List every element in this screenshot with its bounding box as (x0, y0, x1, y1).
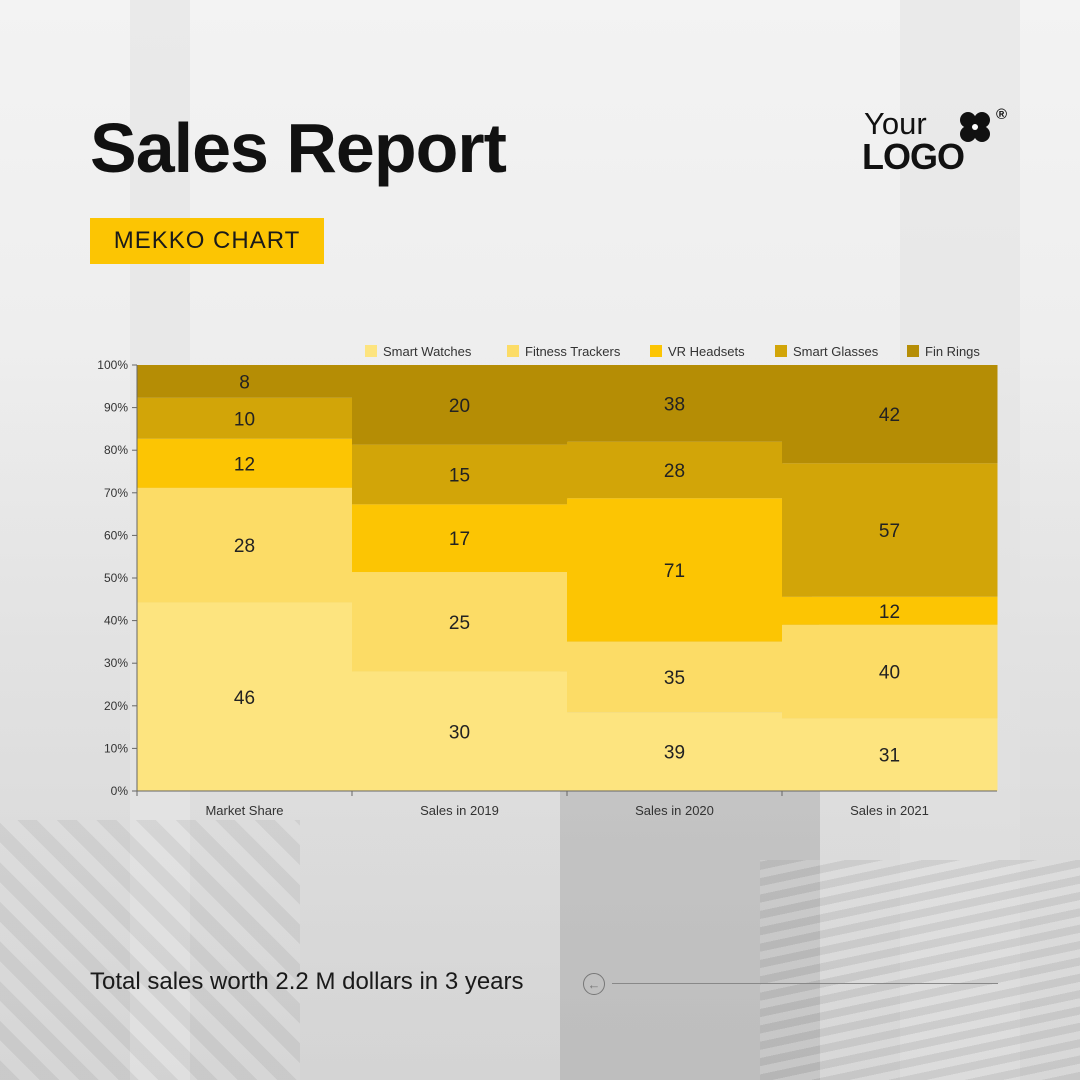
y-tick-label: 0% (111, 784, 129, 798)
segment-smart-watches-sales-in-2020 (567, 712, 783, 791)
y-tick-label: 70% (104, 486, 128, 500)
legend-swatch-smart-watches (365, 345, 377, 357)
data-label: 46 (234, 688, 255, 709)
segment-smart-watches-market-share (137, 602, 353, 791)
legend-label-smart-watches: Smart Watches (383, 344, 472, 359)
y-tick-label: 20% (104, 699, 128, 713)
clover-icon (960, 112, 990, 142)
data-label: 57 (879, 521, 900, 542)
footer-summary: Total sales worth 2.2 M dollars in 3 yea… (90, 968, 524, 995)
data-label: 12 (234, 454, 255, 475)
data-label: 28 (664, 461, 685, 482)
data-label: 30 (449, 722, 470, 743)
segment-fitness-trackers-sales-in-2019 (352, 572, 568, 672)
logo-line-1: Your (864, 106, 927, 141)
legend-label-smart-glasses: Smart Glasses (793, 344, 879, 359)
x-tick-label-sales-in-2020: Sales in 2020 (635, 803, 714, 818)
footer-divider (612, 983, 998, 984)
segment-smart-watches-sales-in-2021 (782, 718, 998, 791)
legend-swatch-smart-glasses (775, 345, 787, 357)
page-title: Sales Report (90, 109, 507, 187)
segment-fin-rings-market-share (137, 365, 353, 398)
segment-vr-headsets-sales-in-2021 (782, 596, 998, 625)
segment-smart-watches-sales-in-2019 (352, 671, 568, 791)
legend-swatch-fitness-trackers (507, 345, 519, 357)
segment-smart-glasses-sales-in-2020 (567, 441, 783, 499)
segment-fitness-trackers-sales-in-2020 (567, 641, 783, 713)
data-label: 38 (664, 394, 685, 415)
mekko-chart: 46 28 12 10 8 30 25 17 15 20 39 35 71 28 38 31 40 12 57 42 0… (97, 344, 998, 818)
segment-fin-rings-sales-in-2020 (567, 365, 783, 442)
data-label: 8 (239, 372, 250, 393)
legend-label-fitness-trackers: Fitness Trackers (525, 344, 621, 359)
data-label: 12 (879, 602, 900, 623)
data-label: 71 (664, 561, 685, 582)
segment-fitness-trackers-market-share (137, 487, 353, 603)
brand-logo: Your LOGO ® (862, 106, 1014, 177)
legend-swatch-fin-rings (907, 345, 919, 357)
segment-vr-headsets-sales-in-2020 (567, 498, 783, 642)
legend-label-fin-rings: Fin Rings (925, 344, 980, 359)
data-label: 28 (234, 536, 255, 557)
x-tick-label-market-share: Market Share (205, 803, 283, 818)
segment-fin-rings-sales-in-2019 (352, 365, 568, 445)
chart-type-badge: MEKKO CHART (90, 218, 324, 264)
data-label: 15 (449, 465, 470, 486)
registered-mark: ® (996, 106, 1008, 123)
data-label: 20 (449, 396, 470, 417)
x-tick-label-sales-in-2019: Sales in 2019 (420, 803, 499, 818)
y-tick-label: 90% (104, 401, 128, 415)
y-tick-label: 10% (104, 741, 128, 755)
data-label: 35 (664, 668, 685, 689)
y-tick-label: 100% (97, 358, 128, 372)
data-label: 10 (234, 409, 255, 430)
legend-swatch-vr-headsets (650, 345, 662, 357)
y-tick-label: 50% (104, 571, 128, 585)
data-label: 31 (879, 746, 900, 767)
segment-smart-glasses-sales-in-2021 (782, 463, 998, 597)
data-label: 42 (879, 405, 900, 426)
y-tick-label: 40% (104, 614, 128, 628)
segment-fin-rings-sales-in-2021 (782, 365, 998, 464)
data-label: 39 (664, 743, 685, 764)
y-tick-label: 60% (104, 528, 128, 542)
logo-line-2: LOGO (862, 136, 965, 177)
data-label: 25 (449, 613, 470, 634)
data-label: 40 (879, 663, 900, 684)
segment-smart-glasses-market-share (137, 397, 353, 439)
x-tick-label-sales-in-2021: Sales in 2021 (850, 803, 929, 818)
arrow-left-circle-icon[interactable]: ← (583, 973, 605, 995)
data-label: 17 (449, 529, 470, 550)
y-tick-label: 80% (104, 443, 128, 457)
legend-label-vr-headsets: VR Headsets (668, 344, 745, 359)
segment-smart-glasses-sales-in-2019 (352, 444, 568, 505)
segment-vr-headsets-market-share (137, 438, 353, 488)
segment-fitness-trackers-sales-in-2021 (782, 624, 998, 719)
y-tick-label: 30% (104, 656, 128, 670)
segment-vr-headsets-sales-in-2019 (352, 504, 568, 573)
